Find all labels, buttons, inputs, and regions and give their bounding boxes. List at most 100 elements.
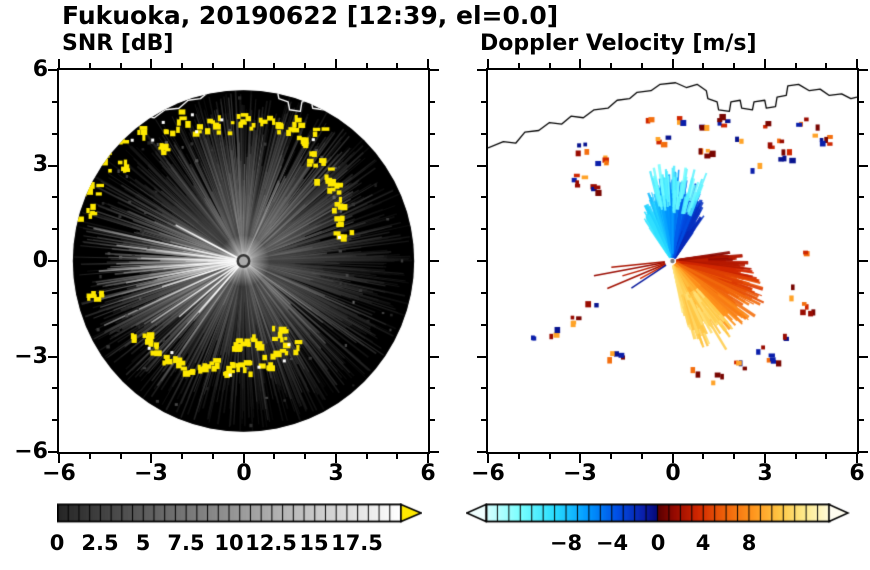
y-tick-label: −3 (14, 344, 48, 369)
axis-tick (671, 59, 674, 68)
snr-colorbar-tick-label: 7.5 (167, 531, 205, 555)
axis-tick (859, 451, 868, 453)
axis-tick (430, 419, 435, 422)
axis-tick (477, 260, 486, 262)
axis-tick (88, 454, 91, 459)
axis-tick (396, 63, 399, 68)
axis-tick (52, 100, 57, 103)
snr-panel-title: SNR [dB] (62, 31, 174, 56)
axis-tick (334, 454, 337, 463)
axis-tick (733, 63, 735, 68)
x-tick-label-snr: −3 (134, 461, 168, 486)
axis-tick (273, 63, 276, 68)
axis-tick (859, 196, 864, 199)
axis-tick (477, 69, 486, 71)
axis-tick (119, 454, 122, 459)
axis-tick (304, 63, 306, 68)
axis-tick (396, 454, 399, 459)
snr-colorbar-tick-label: 0 (49, 531, 65, 555)
axis-tick (859, 100, 864, 103)
axis-tick (52, 291, 57, 294)
axis-tick (733, 454, 735, 459)
doppler-colorbar-tick-label: −8 (549, 531, 583, 555)
axis-tick (273, 454, 276, 459)
axis-tick (859, 164, 868, 167)
axis-tick (702, 454, 705, 459)
snr-colorbar-tick-label: 17.5 (331, 531, 383, 555)
axis-tick (610, 63, 612, 68)
axis-tick (52, 228, 57, 231)
axis-tick (181, 454, 183, 459)
axis-tick (48, 164, 57, 167)
y-tick-label: 0 (32, 248, 48, 273)
axis-tick (794, 63, 797, 68)
axis-tick (856, 454, 858, 463)
axis-tick (242, 59, 245, 68)
axis-tick (859, 323, 864, 326)
axis-tick (548, 63, 551, 68)
axis-tick (579, 454, 582, 463)
axis-tick (825, 63, 828, 68)
x-tick-label-doppler: 0 (665, 461, 681, 486)
x-tick-label-snr: 0 (236, 461, 252, 486)
axis-tick (52, 132, 57, 135)
axis-tick (430, 196, 435, 199)
axis-tick (48, 451, 57, 453)
y-tick-label: 3 (32, 152, 48, 177)
axis-tick (859, 387, 864, 390)
axis-tick (211, 63, 214, 68)
snr-colorbar-tick-label: 12.5 (245, 531, 297, 555)
axis-tick (856, 59, 858, 68)
axis-tick (430, 260, 439, 262)
axis-tick (88, 63, 91, 68)
axis-tick (859, 69, 868, 71)
axis-tick (365, 454, 368, 459)
axis-tick (763, 59, 766, 68)
axis-tick (58, 454, 60, 463)
axis-tick (477, 355, 486, 358)
axis-tick (430, 355, 439, 358)
axis-tick (487, 59, 489, 68)
doppler-colorbar-tick-label: 0 (650, 531, 666, 555)
axis-tick (52, 323, 57, 326)
axis-tick (859, 132, 864, 135)
snr-colorbar-tick-label: 10 (214, 531, 244, 555)
axis-tick (150, 454, 153, 463)
axis-tick (640, 63, 643, 68)
axis-tick (181, 63, 183, 68)
doppler-colorbar-tick-label: 4 (695, 531, 711, 555)
x-tick-label-doppler: 6 (849, 461, 865, 486)
axis-tick (481, 387, 486, 390)
axis-tick (48, 69, 57, 71)
axis-tick (702, 63, 705, 68)
axis-tick (430, 69, 439, 71)
snr-colorbar-tick-label: 2.5 (81, 531, 119, 555)
snr-colorbar-tick-label: 15 (299, 531, 329, 555)
x-tick-label-doppler: −3 (563, 461, 597, 486)
axis-tick (481, 228, 486, 231)
axis-tick (430, 451, 439, 453)
axis-tick (430, 228, 435, 231)
axis-tick (48, 260, 57, 262)
doppler-colorbar-tick-label: −4 (595, 531, 629, 555)
axis-tick (52, 419, 57, 422)
axis-tick (430, 100, 435, 103)
x-tick-label-snr: 3 (328, 461, 344, 486)
axis-tick (859, 228, 864, 231)
axis-tick (763, 454, 766, 463)
x-tick-label-doppler: 3 (757, 461, 773, 486)
figure-title: Fukuoka, 20190622 [12:39, el=0.0] (62, 1, 559, 30)
axis-tick (304, 454, 306, 459)
doppler-plot-axes (477, 59, 868, 463)
x-tick-label-snr: 6 (420, 461, 436, 486)
axis-tick (211, 454, 214, 459)
doppler-panel-title: Doppler Velocity [m/s] (480, 31, 757, 56)
axis-tick (859, 355, 868, 358)
y-tick-label: 6 (32, 57, 48, 82)
axis-tick (477, 164, 486, 167)
axis-tick (859, 291, 864, 294)
axis-tick (481, 323, 486, 326)
axis-tick (365, 63, 368, 68)
axis-tick (610, 454, 612, 459)
